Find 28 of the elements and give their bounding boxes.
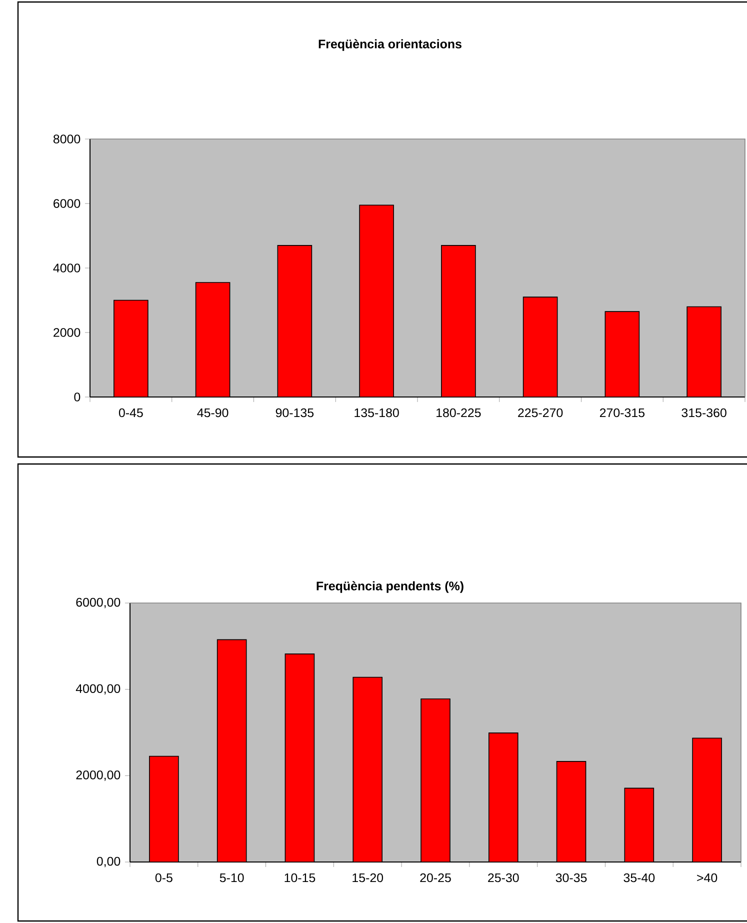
x-tick-label: 20-25 <box>420 873 451 882</box>
y-tick-label: 8000 <box>53 134 80 144</box>
x-tick-label: 0-45 <box>118 408 143 418</box>
chart-title: Freqüència pendents (%) <box>316 581 464 593</box>
x-tick-label: 225-270 <box>518 408 563 418</box>
x-tick-label: 0-5 <box>155 873 172 882</box>
x-tick-label: 25-30 <box>488 873 519 882</box>
y-tick-label: 4000 <box>53 264 80 272</box>
x-tick-label: 180-225 <box>436 408 481 418</box>
chart-title: Freqüència orientacions <box>318 39 462 51</box>
x-tick-label: 5-10 <box>220 873 244 882</box>
x-tick-label: 35-40 <box>624 873 655 882</box>
x-tick-label: 315-360 <box>682 408 726 418</box>
x-tick-label: >40 <box>697 873 718 882</box>
y-tick-label: 6000 <box>54 199 80 208</box>
y-tick-label: 4000,00 <box>76 684 120 694</box>
x-tick-label: 10-15 <box>284 873 316 882</box>
y-tick-label: 6000,00 <box>76 598 120 608</box>
x-tick-label: 45-90 <box>197 408 228 418</box>
y-tick-label: 0 <box>74 392 80 402</box>
x-tick-label: 270-315 <box>600 408 645 418</box>
y-tick-label: 0,00 <box>96 856 120 868</box>
x-tick-label: 30-35 <box>556 873 587 882</box>
y-tick-label: 2000,00 <box>76 770 120 781</box>
x-tick-label: 135-180 <box>354 408 399 418</box>
y-tick-label: 2000 <box>54 328 80 337</box>
x-tick-label: 15-20 <box>352 873 384 882</box>
x-tick-label: 90-135 <box>276 408 314 418</box>
